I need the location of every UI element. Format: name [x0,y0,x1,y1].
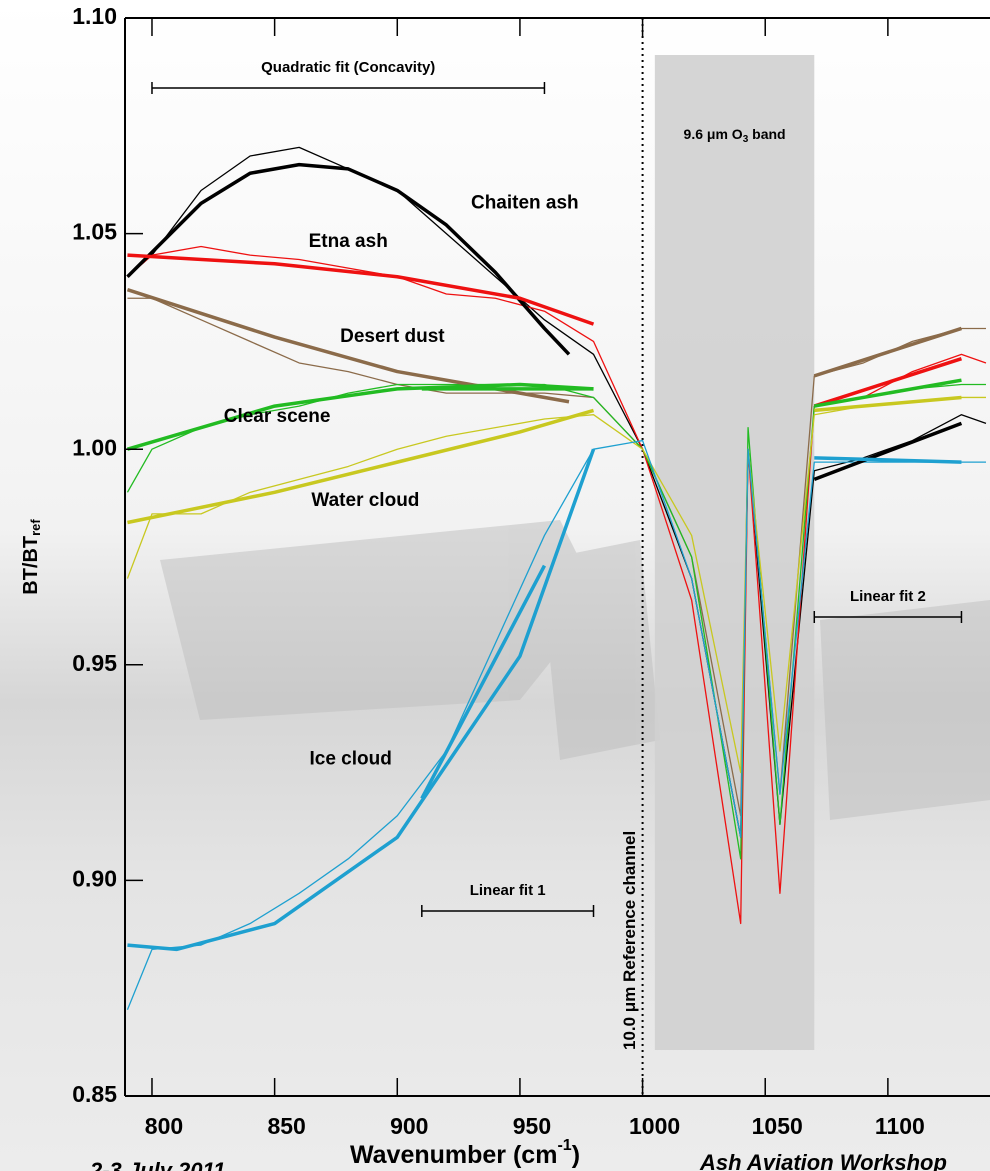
x-axis-title: Wavenumber (cm-1) [350,1137,580,1168]
x-tick-label: 900 [390,1113,428,1139]
x-title-end: ) [572,1141,580,1169]
x-tick-label: 800 [145,1113,183,1139]
fit-range-label: Linear fit 2 [850,588,926,605]
o3-band [655,55,814,1050]
x-tick-label: 1050 [752,1113,803,1139]
fit-range-label: Linear fit 1 [470,882,546,899]
y-tick-label: 1.05 [72,219,117,245]
y-tick-label: 1.10 [72,3,117,29]
x-tick-label: 1000 [629,1113,680,1139]
y-tick-label: 1.00 [72,434,117,460]
band-label-main: 9.6 μm O [684,126,743,142]
chart: 9.6 μm O3 band10.0 μm Reference channelC… [0,0,990,1171]
series-label: Etna ash [309,231,388,252]
footer-event: Ash Aviation Workshop [699,1150,947,1171]
x-tick-label: 850 [267,1113,305,1139]
series-label: Clear scene [224,406,331,427]
fit-range-label: Quadratic fit (Concavity) [261,59,435,76]
footer-date: 2-3 July 2011 [89,1158,225,1171]
series-label: Desert dust [340,326,445,347]
series-label: Water cloud [311,490,419,511]
x-tick-label: 1100 [875,1113,925,1139]
x-title-sup: -1 [557,1137,571,1154]
x-title-main: Wavenumber (cm [350,1141,557,1169]
series-label: Ice cloud [309,749,391,770]
x-tick-label: 950 [513,1113,551,1139]
y-title-main: BT/BT [20,536,42,595]
y-tick-label: 0.95 [72,650,117,676]
y-tick-label: 0.90 [72,865,117,891]
y-title-sub: ref [28,519,43,536]
band-label-end: band [748,126,785,142]
reference-label: 10.0 μm Reference channel [620,831,639,1050]
y-tick-label: 0.85 [72,1081,117,1107]
series-label: Chaiten ash [471,192,579,213]
